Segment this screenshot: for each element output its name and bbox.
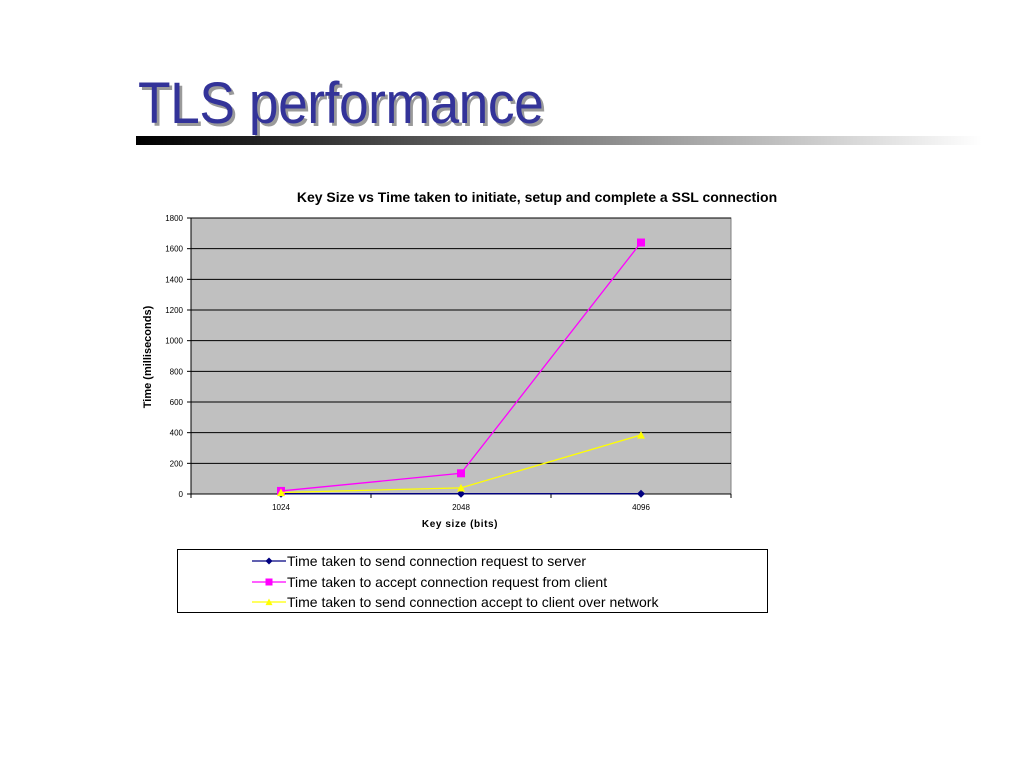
legend-label: Time taken to accept connection request … xyxy=(287,573,608,590)
y-tick-label: 800 xyxy=(170,367,184,376)
data-point-diamond xyxy=(457,489,465,498)
slide-title: TLS performance xyxy=(138,71,544,136)
series-group xyxy=(277,238,645,498)
data-point-triangle xyxy=(265,598,273,606)
data-point-square xyxy=(637,238,645,247)
plot-area xyxy=(190,217,732,495)
x-tick-label: 4096 xyxy=(632,503,650,512)
legend-swatch xyxy=(252,578,286,585)
data-point-triangle xyxy=(637,430,645,439)
x-tick-label: 1024 xyxy=(272,503,290,512)
data-point-diamond xyxy=(265,557,273,565)
y-tick-label: 600 xyxy=(170,398,184,407)
x-axis-label: Key size (bits) xyxy=(422,519,498,530)
data-point-square xyxy=(457,469,465,478)
y-tick-label: 1200 xyxy=(165,306,183,315)
legend-item: Time taken to accept connection request … xyxy=(252,572,607,592)
data-point-diamond xyxy=(637,489,645,498)
data-point-square xyxy=(265,578,273,585)
legend-swatch xyxy=(252,557,286,565)
legend-item: Time taken to send connection accept to … xyxy=(252,592,658,612)
title-divider xyxy=(136,136,982,145)
y-tick-label: 200 xyxy=(170,459,184,468)
y-tick-label: 1600 xyxy=(165,245,183,254)
legend-swatch xyxy=(252,598,286,606)
y-tick-label: 400 xyxy=(170,429,184,438)
y-tick-label: 1800 xyxy=(165,214,183,223)
x-tick-label: 2048 xyxy=(452,503,470,512)
y-tick-label: 1000 xyxy=(165,337,183,346)
chart-legend: Time taken to send connection request to… xyxy=(177,549,768,613)
y-axis-label: Time (milliseconds) xyxy=(142,305,154,408)
legend-item: Time taken to send connection request to… xyxy=(252,551,586,571)
series-3 xyxy=(277,430,645,497)
data-point-triangle xyxy=(277,488,285,497)
y-tick-label: 0 xyxy=(179,490,184,499)
legend-label: Time taken to send connection request to… xyxy=(287,553,587,569)
legend-label: Time taken to send connection accept to … xyxy=(287,594,659,610)
data-point-triangle xyxy=(457,483,465,492)
x-axis-ticks: 1024 2048 4096 xyxy=(190,494,732,512)
chart-title: Key Size vs Time taken to initiate, setu… xyxy=(297,189,777,205)
y-tick-label: 1400 xyxy=(165,275,183,284)
